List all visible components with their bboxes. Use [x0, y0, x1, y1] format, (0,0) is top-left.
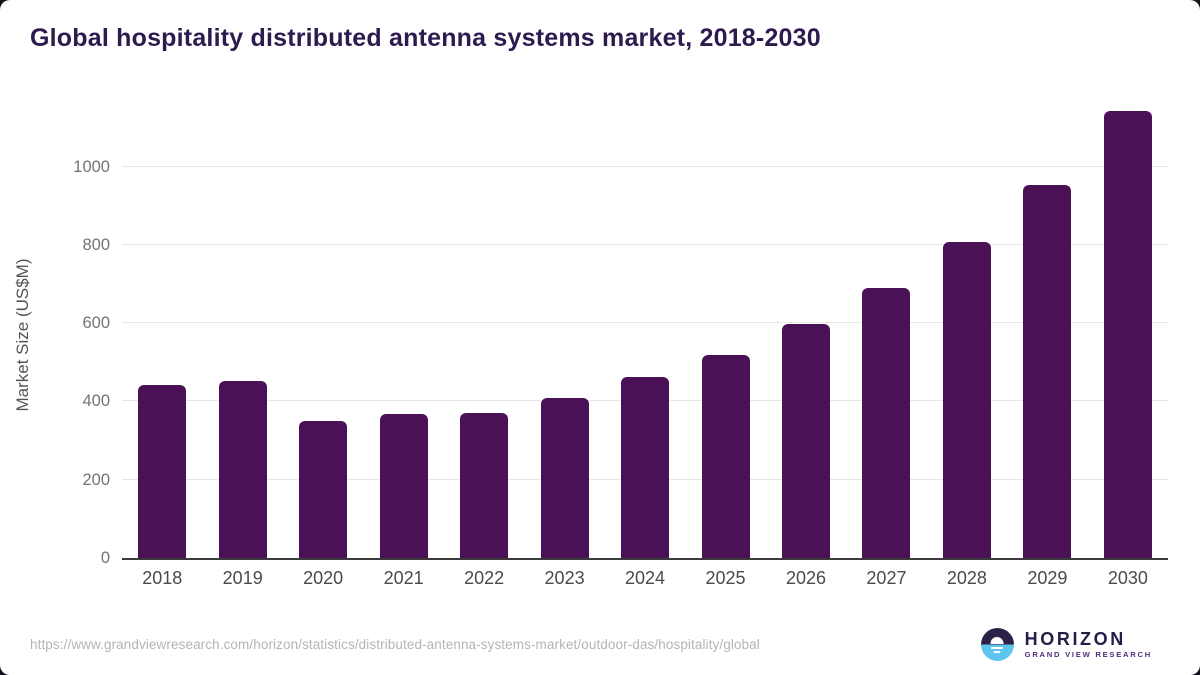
- x-axis-tick-label-2021: 2021: [383, 568, 424, 588]
- plot-area: [122, 108, 1168, 560]
- bar-slot-2024: [605, 108, 685, 558]
- page-title: Global hospitality distributed antenna s…: [30, 24, 821, 52]
- bar-2022: [460, 413, 509, 558]
- footer: https://www.grandviewresearch.com/horizo…: [0, 613, 1200, 675]
- x-axis-tick-label-2025: 2025: [705, 568, 746, 588]
- x-axis-tick-label-2026: 2026: [785, 568, 826, 588]
- horizon-logo: HORIZON GRAND VIEW RESEARCH: [980, 627, 1152, 661]
- horizon-logo-text: HORIZON GRAND VIEW RESEARCH: [1025, 630, 1152, 659]
- bar-slot-2019: [202, 108, 282, 558]
- bar-slot-2029: [1007, 108, 1087, 558]
- gridline-1000: [122, 165, 1168, 167]
- x-axis-tick-label-2029: 2029: [1027, 568, 1068, 588]
- bar-slot-2028: [927, 108, 1007, 558]
- x-axis-tick-label-2024: 2024: [625, 568, 666, 588]
- x-axis-tick-label-2030: 2030: [1107, 568, 1148, 588]
- x-axis-tick-label-2018: 2018: [142, 568, 183, 588]
- bar-2023: [540, 397, 589, 558]
- bar-2029: [1023, 185, 1072, 558]
- x-axis-tick-label-2019: 2019: [222, 568, 263, 588]
- bar-slot-2018: [122, 108, 202, 558]
- y-axis-tick-label-600: 600: [82, 314, 110, 333]
- bar-slot-2022: [444, 108, 524, 558]
- horizon-logo-icon: [980, 627, 1014, 661]
- bar-slot-2027: [846, 108, 926, 558]
- y-axis-tick-label-400: 400: [82, 392, 110, 411]
- bar-slot-2025: [685, 108, 765, 558]
- gridline-800: [122, 243, 1168, 245]
- x-axis-tick-labels: 2018 2019 2020 2021 2022 2023 2024 2025 2026 2027…: [122, 568, 1168, 589]
- source-url: https://www.grandviewresearch.com/horizo…: [30, 636, 760, 652]
- horizon-logo-tagline: GRAND VIEW RESEARCH: [1024, 649, 1152, 659]
- y-axis-tick-label-800: 800: [82, 235, 110, 254]
- bar-2021: [379, 414, 428, 558]
- bar-2020: [299, 421, 348, 558]
- x-axis-tick-label-2020: 2020: [303, 568, 344, 588]
- bar-2027: [862, 288, 911, 558]
- x-axis-tick-label-2023: 2023: [544, 568, 585, 588]
- bar-2019: [218, 381, 267, 558]
- x-axis-tick-label-2028: 2028: [946, 568, 987, 588]
- x-axis-tick-label-2027: 2027: [866, 568, 907, 588]
- sun-icon: [990, 637, 1004, 644]
- y-axis-tick-label-0: 0: [100, 549, 110, 567]
- bar-2030: [1103, 111, 1152, 558]
- bar-2024: [621, 377, 670, 558]
- x-axis-tick-label-2022: 2022: [464, 568, 505, 588]
- bar-2025: [701, 354, 750, 558]
- bar-2028: [942, 242, 991, 558]
- y-axis-tick-labels: 0 200 400 600 800 1000: [0, 108, 110, 566]
- reflection-line-icon: [991, 647, 1004, 649]
- gridline-600: [122, 322, 1168, 324]
- bar-slot-2030: [1088, 108, 1168, 558]
- bar-2018: [138, 385, 187, 558]
- bar-2026: [781, 324, 830, 558]
- horizon-logo-name: HORIZON: [1024, 628, 1126, 649]
- bar-slot-2021: [363, 108, 443, 558]
- bars-container: [122, 108, 1168, 558]
- reflection-line-icon: [993, 651, 1001, 653]
- y-axis-tick-label-1000: 1000: [73, 157, 110, 176]
- bar-slot-2026: [766, 108, 846, 558]
- bar-slot-2020: [283, 108, 363, 558]
- bar-slot-2023: [524, 108, 604, 558]
- y-axis-tick-label-200: 200: [82, 470, 110, 489]
